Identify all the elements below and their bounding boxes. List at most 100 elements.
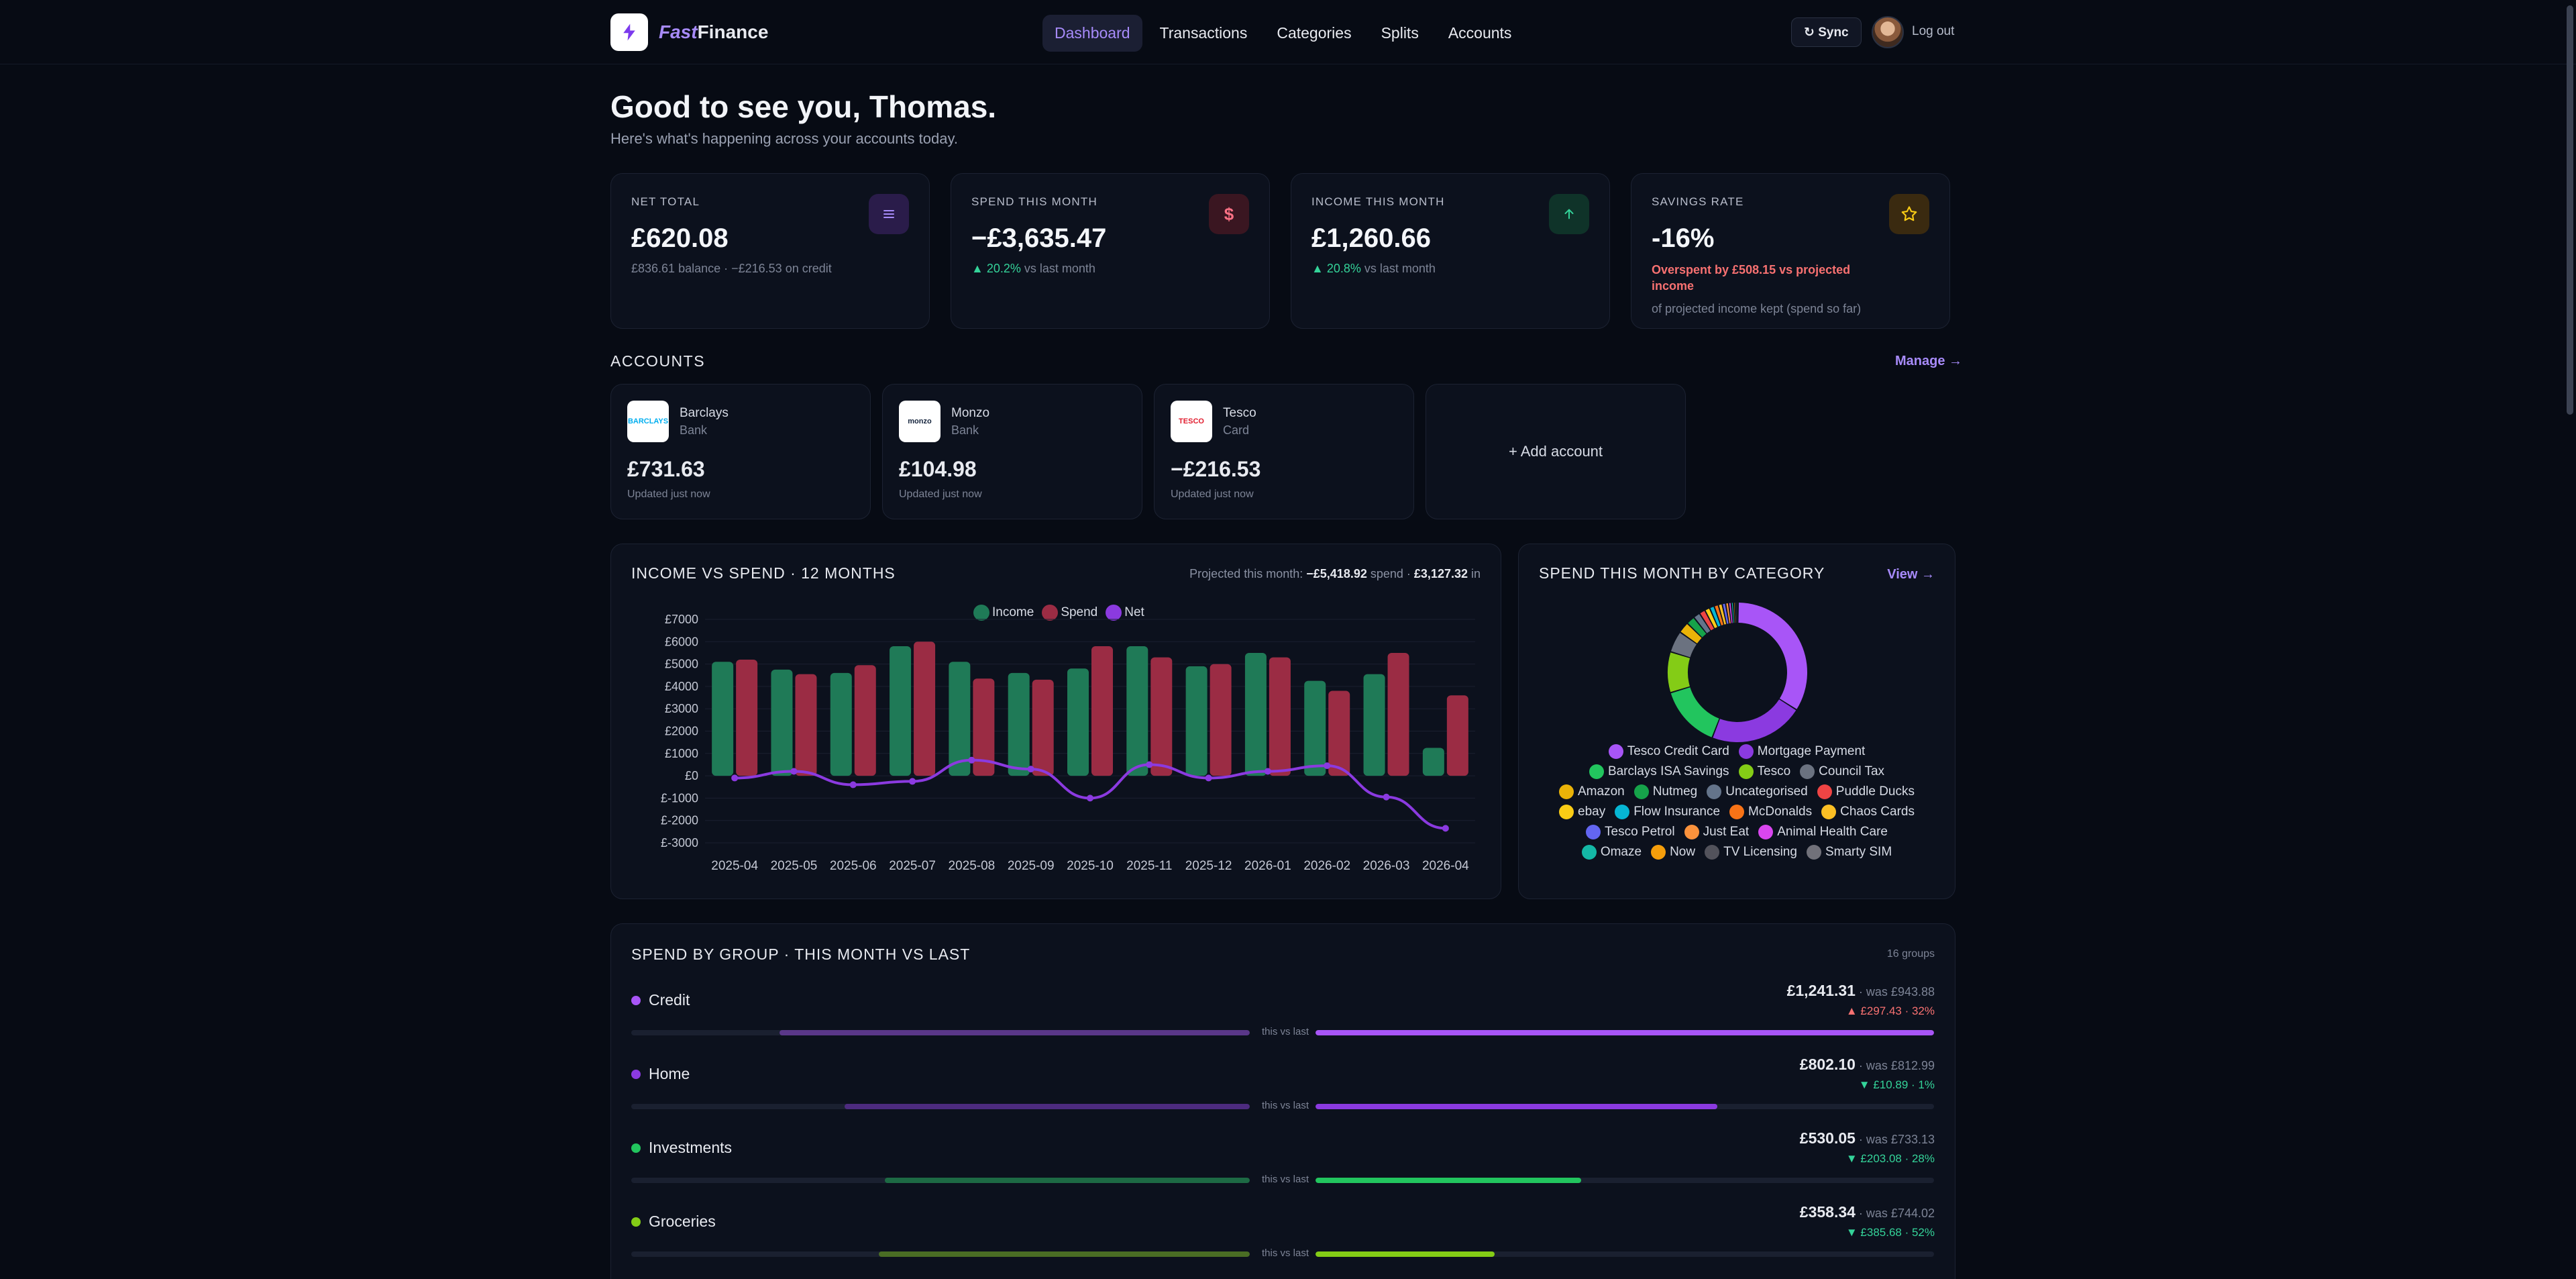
- account-card-tesco[interactable]: TESCO Tesco Card −£216.53 Updated just n…: [1154, 384, 1414, 519]
- donut-slice[interactable]: [1715, 605, 1724, 625]
- donut-slice[interactable]: [1731, 603, 1734, 623]
- donut-slice[interactable]: [1700, 611, 1714, 631]
- donut-legend-item[interactable]: Omaze: [1581, 845, 1642, 860]
- group-row[interactable]: Home £802.10 · was £812.99 ▼ £10.89 · 1% th…: [631, 1056, 1935, 1123]
- spend-bar[interactable]: [1150, 657, 1173, 776]
- donut-legend-item[interactable]: TV Licensing: [1705, 845, 1797, 860]
- income-bar[interactable]: [830, 672, 852, 776]
- nav-splits[interactable]: Splits: [1381, 24, 1419, 42]
- net-point[interactable]: [790, 768, 798, 775]
- page-scrollbar[interactable]: [2567, 5, 2573, 415]
- logout-link[interactable]: Log out: [1912, 24, 1955, 38]
- donut-slice[interactable]: [1719, 604, 1727, 625]
- income-bar[interactable]: [1422, 748, 1444, 776]
- spend-bar[interactable]: [1387, 652, 1409, 776]
- net-point[interactable]: [968, 756, 975, 764]
- group-row[interactable]: Credit £1,241.31 · was £943.88 ▲ £297.43 ·…: [631, 982, 1935, 1049]
- sync-button[interactable]: ↻ Sync: [1791, 17, 1862, 47]
- donut-legend-item[interactable]: Uncategorised: [1707, 784, 1808, 799]
- income-bar[interactable]: [890, 646, 912, 776]
- donut-legend-item[interactable]: Council Tax: [1800, 764, 1884, 779]
- donut-legend-item[interactable]: McDonalds: [1729, 805, 1812, 819]
- income-bar[interactable]: [712, 662, 734, 776]
- donut-legend-item[interactable]: Tesco Petrol: [1586, 825, 1675, 839]
- spend-bar[interactable]: [1269, 657, 1291, 776]
- donut-legend-item[interactable]: Amazon: [1559, 784, 1625, 799]
- donut-legend-item[interactable]: Animal Health Care: [1758, 825, 1888, 839]
- donut-legend-item[interactable]: Barclays ISA Savings: [1589, 764, 1729, 779]
- spend-bar[interactable]: [854, 665, 876, 776]
- donut-slice[interactable]: [1710, 607, 1721, 627]
- spend-bar[interactable]: [914, 642, 936, 776]
- legend-spend[interactable]: Spend: [1042, 605, 1097, 621]
- group-row[interactable]: Investments £530.05 · was £733.13 ▼ £203.0…: [631, 1129, 1935, 1196]
- donut-legend-item[interactable]: Nutmeg: [1633, 784, 1697, 799]
- brand[interactable]: FastFinance: [610, 13, 768, 51]
- donut-slice[interactable]: [1723, 603, 1729, 624]
- net-point[interactable]: [1205, 774, 1212, 782]
- donut-legend-item[interactable]: Smarty SIM: [1806, 845, 1892, 860]
- donut-slice[interactable]: [1695, 614, 1711, 633]
- net-point[interactable]: [1027, 766, 1034, 773]
- net-point[interactable]: [1324, 762, 1331, 770]
- donut-slice[interactable]: [1705, 608, 1717, 629]
- view-categories-link[interactable]: View →: [1887, 567, 1935, 582]
- donut-slice[interactable]: [1735, 603, 1737, 623]
- donut-slice[interactable]: [1713, 699, 1796, 742]
- donut-legend-item[interactable]: Chaos Cards: [1821, 805, 1915, 819]
- donut-slice[interactable]: [1668, 652, 1690, 693]
- legend-net[interactable]: Net: [1106, 605, 1144, 621]
- nav-transactions[interactable]: Transactions: [1159, 24, 1248, 42]
- legend-income[interactable]: Income: [973, 605, 1034, 621]
- spend-bar[interactable]: [1328, 690, 1350, 776]
- income-bar[interactable]: [1185, 666, 1208, 776]
- income-bar[interactable]: [1126, 646, 1148, 776]
- donut-slice[interactable]: [1670, 633, 1697, 658]
- account-card-barclays[interactable]: BARCLAYS Barclays Bank £731.63 Updated j…: [610, 384, 871, 519]
- net-point[interactable]: [1442, 825, 1449, 832]
- manage-accounts-link[interactable]: Manage →: [1895, 354, 1963, 368]
- income-bar[interactable]: [1304, 680, 1326, 776]
- net-point[interactable]: [1087, 795, 1093, 802]
- avatar[interactable]: [1872, 16, 1904, 48]
- net-point[interactable]: [1146, 761, 1153, 768]
- donut-slice[interactable]: [1680, 624, 1702, 644]
- spend-bar[interactable]: [736, 659, 758, 776]
- donut-slice[interactable]: [1729, 603, 1733, 623]
- net-point[interactable]: [1383, 793, 1390, 801]
- income-bar[interactable]: [771, 669, 793, 776]
- nav-categories[interactable]: Categories: [1277, 24, 1352, 42]
- donut-legend-item[interactable]: Tesco: [1738, 764, 1790, 779]
- donut-legend-item[interactable]: Mortgage Payment: [1738, 744, 1865, 759]
- spend-bar[interactable]: [795, 674, 817, 776]
- group-row[interactable]: Groceries £358.34 · was £744.02 ▼ £385.68 …: [631, 1203, 1935, 1270]
- net-point[interactable]: [849, 781, 857, 788]
- income-bar[interactable]: [1008, 672, 1030, 776]
- net-point[interactable]: [1264, 768, 1271, 775]
- add-account-button[interactable]: + Add account: [1426, 384, 1686, 519]
- donut-slice[interactable]: [1738, 603, 1807, 709]
- donut-slice[interactable]: [1688, 618, 1707, 637]
- donut-legend-item[interactable]: Just Eat: [1684, 825, 1749, 839]
- income-bar[interactable]: [1363, 674, 1385, 776]
- donut-legend-item[interactable]: ebay: [1559, 805, 1605, 819]
- donut-legend-item[interactable]: Now: [1651, 845, 1695, 860]
- donut-legend-item[interactable]: Flow Insurance: [1615, 805, 1720, 819]
- spend-bar[interactable]: [1446, 695, 1468, 776]
- nav-dashboard[interactable]: Dashboard: [1042, 15, 1142, 52]
- net-point[interactable]: [731, 774, 739, 782]
- donut-slice[interactable]: [1733, 603, 1735, 623]
- spend-bar[interactable]: [973, 678, 995, 776]
- nav-accounts[interactable]: Accounts: [1448, 24, 1512, 42]
- donut-legend-item[interactable]: Tesco Credit Card: [1608, 744, 1729, 759]
- donut-slice[interactable]: [1726, 603, 1731, 623]
- income-bar[interactable]: [949, 662, 971, 776]
- donut-legend-item[interactable]: Puddle Ducks: [1817, 784, 1915, 799]
- spend-bar[interactable]: [1032, 679, 1054, 776]
- spend-bar[interactable]: [1091, 646, 1113, 776]
- spend-bar[interactable]: [1210, 664, 1232, 776]
- donut-slice[interactable]: [1670, 687, 1719, 737]
- income-bar[interactable]: [1244, 652, 1267, 776]
- income-bar[interactable]: [1067, 668, 1089, 776]
- net-point[interactable]: [909, 778, 916, 785]
